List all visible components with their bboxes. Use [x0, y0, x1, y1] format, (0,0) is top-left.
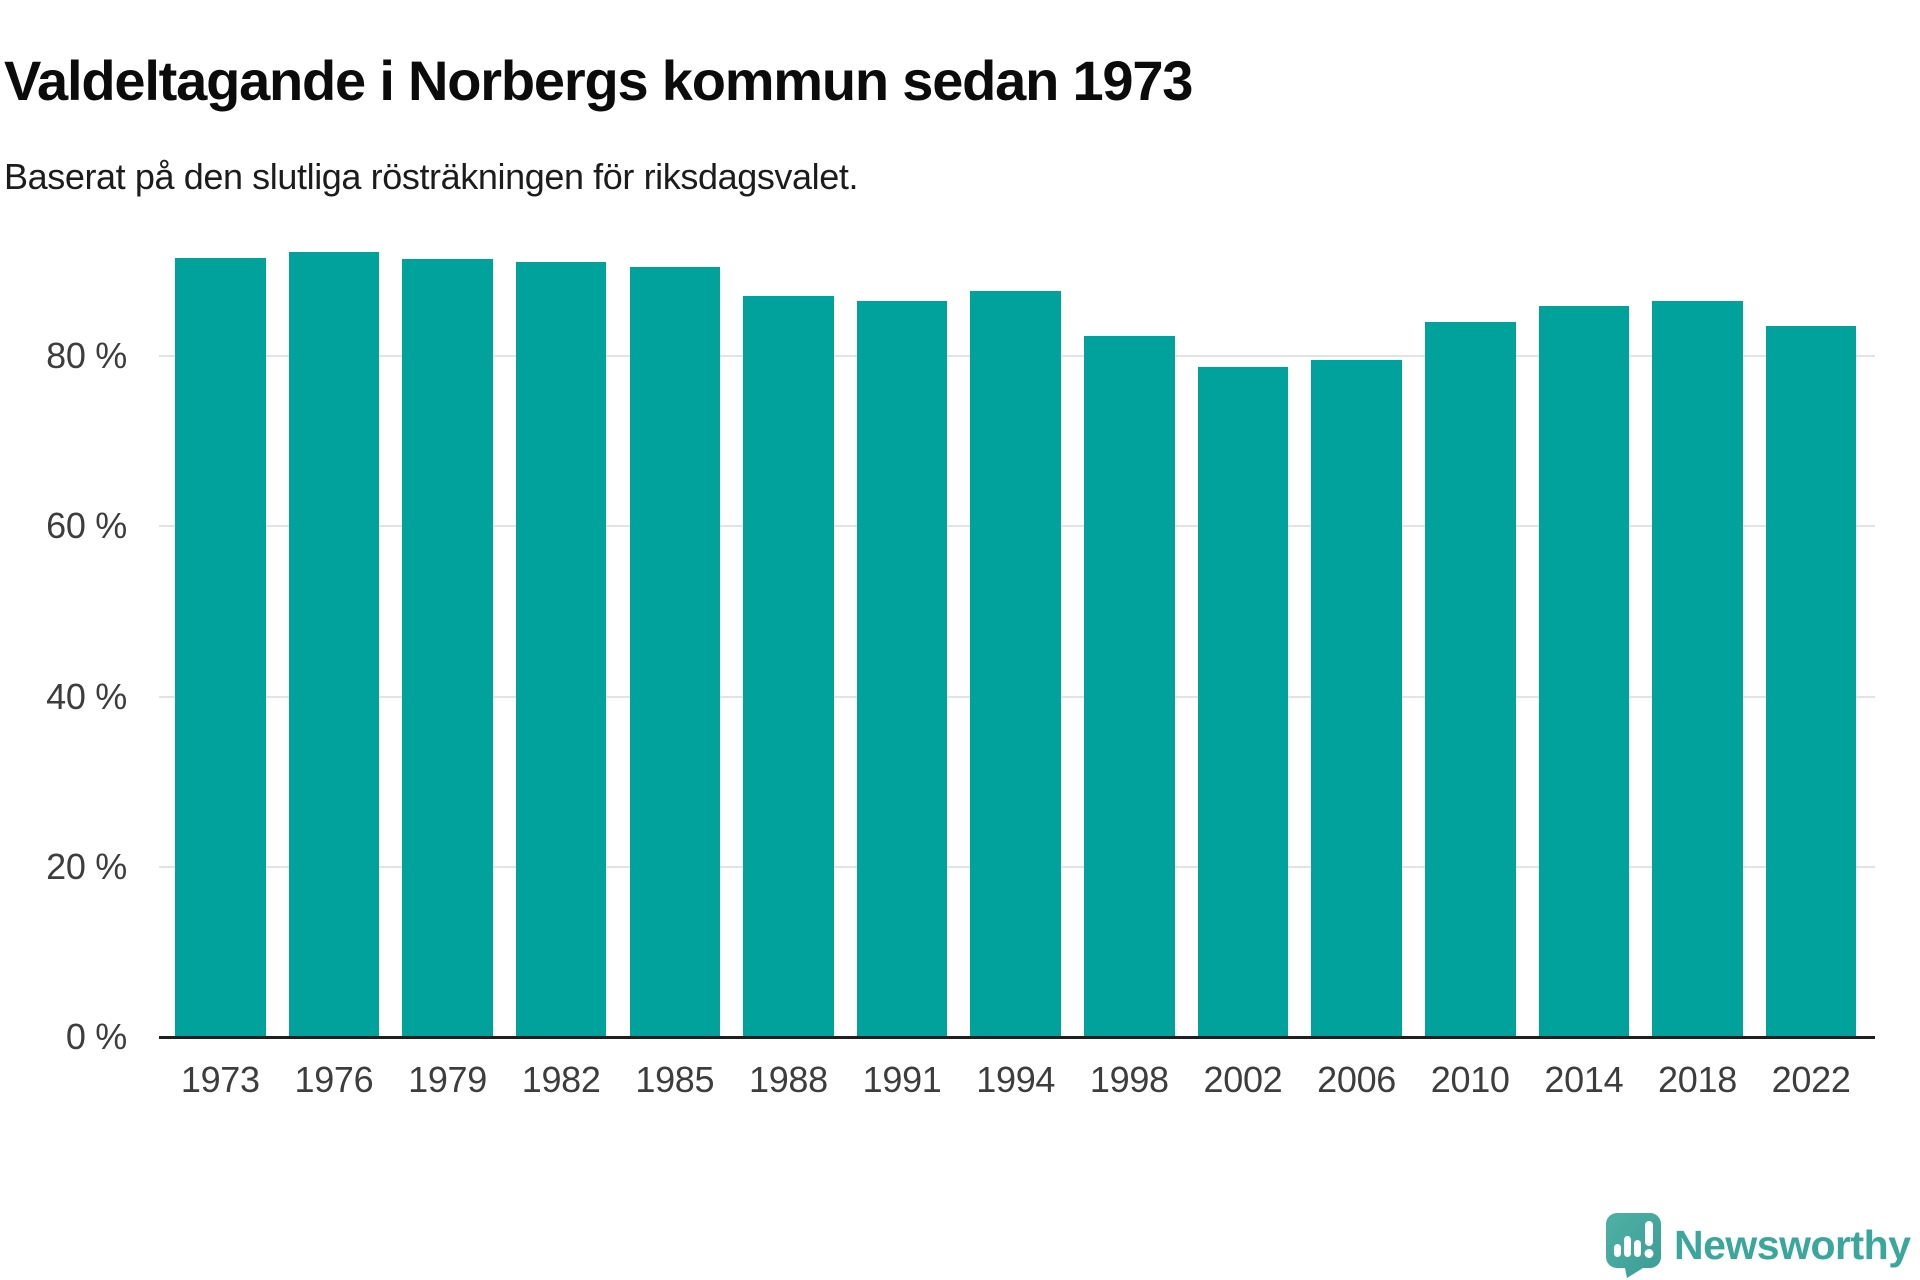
bar-1991 [856, 300, 948, 1036]
bar-1976 [288, 252, 380, 1036]
x-axis-label-2002: 2002 [1203, 1059, 1283, 1100]
x-axis-label-1982: 1982 [521, 1059, 601, 1100]
y-axis-label-40: 40 % [46, 675, 127, 717]
bar-2022 [1765, 326, 1857, 1036]
bar-1998 [1084, 335, 1175, 1036]
x-axis-label-2006: 2006 [1317, 1059, 1397, 1100]
chart-title: Valdeltagande i Norbergs kommun sedan 19… [4, 48, 1193, 112]
bar-1985 [629, 267, 721, 1036]
x-axis-label-1976: 1976 [294, 1059, 374, 1100]
newsworthy-logo-icon [1605, 1212, 1662, 1278]
speech-bubble-shape [1606, 1213, 1661, 1278]
bar-1982 [515, 262, 607, 1036]
newsworthy-logo-text: Newsworthy [1674, 1221, 1911, 1268]
x-axis-label-1979: 1979 [408, 1059, 487, 1100]
chart-subtitle: Baserat på den slutliga rösträkningen fö… [4, 156, 859, 197]
bar-2006 [1311, 360, 1402, 1036]
x-axis-label-2014: 2014 [1544, 1059, 1624, 1100]
x-axis-line [159, 1036, 1875, 1039]
bar-2014 [1538, 305, 1630, 1036]
x-axis-label-1988: 1988 [748, 1059, 828, 1100]
bar-2002 [1197, 367, 1289, 1036]
x-axis-label-1998: 1998 [1089, 1059, 1169, 1100]
x-axis-label-1973: 1973 [180, 1059, 260, 1100]
bar-2010 [1424, 321, 1516, 1036]
bar-1979 [402, 258, 493, 1036]
x-axis-label-2022: 2022 [1771, 1059, 1851, 1100]
x-axis-label-2018: 2018 [1658, 1059, 1737, 1100]
bar-1973 [175, 258, 266, 1036]
y-axis-label-60: 60 % [46, 505, 127, 547]
y-axis-label-80: 80 % [46, 335, 127, 376]
y-axis-label-20: 20 % [46, 845, 127, 887]
x-axis-label-2010: 2010 [1430, 1059, 1510, 1100]
bar-2018 [1652, 300, 1743, 1036]
y-axis-label-0: 0 % [65, 1016, 127, 1057]
x-axis-label-1985: 1985 [635, 1059, 715, 1100]
bar-1988 [743, 295, 834, 1036]
bar-1994 [970, 291, 1061, 1036]
x-axis-label-1991: 1991 [862, 1059, 942, 1100]
x-axis-label-1994: 1994 [976, 1059, 1056, 1100]
newsworthy-logo: Newsworthy [1605, 1212, 1911, 1278]
